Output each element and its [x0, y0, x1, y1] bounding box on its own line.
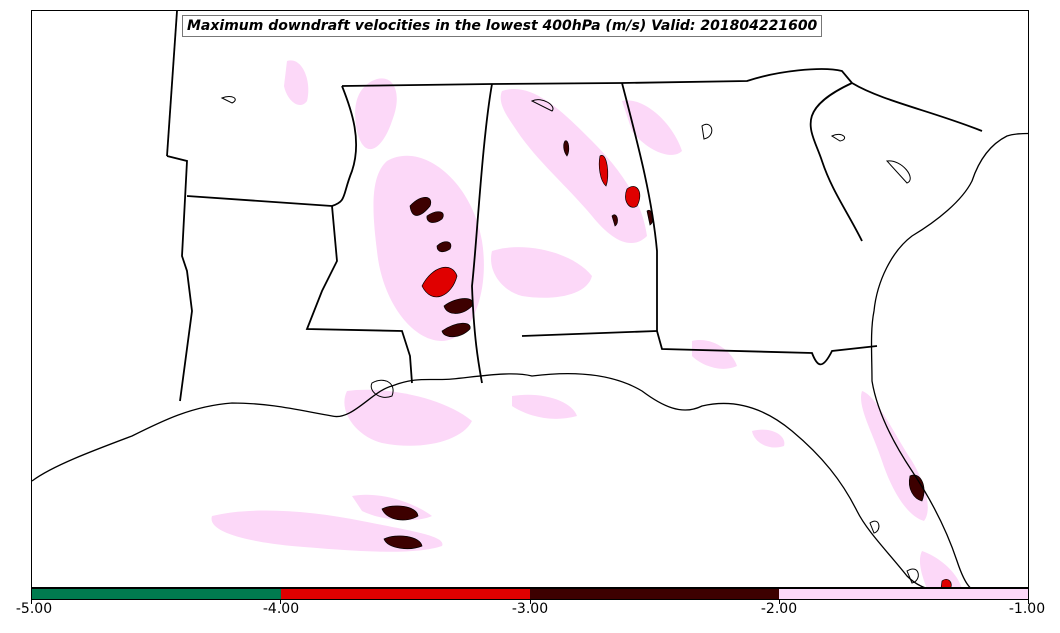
downdraft-core [625, 186, 641, 208]
state-borders [166, 11, 983, 402]
state-border [521, 330, 658, 337]
colorbar-label-max: -1.00 [1008, 601, 1046, 617]
downdraft-area [500, 89, 647, 244]
gulf-coastline [32, 132, 1028, 587]
map-title: Maximum downdraft velocities in the lowe… [182, 15, 823, 37]
colorbar [31, 588, 1029, 600]
downdraft-area [284, 60, 309, 106]
state-border [331, 85, 358, 207]
colorbar-label: -2.00 [760, 601, 798, 617]
map-frame [31, 10, 1029, 588]
state-border [851, 82, 983, 132]
state-border [471, 83, 493, 384]
lake-outline [701, 123, 713, 140]
downdraft-area [211, 510, 443, 552]
downdraft-core [908, 474, 925, 502]
downdraft-core [426, 211, 444, 223]
state-border [809, 82, 863, 242]
state-border [491, 82, 623, 85]
downdraft-strong-cores [381, 140, 952, 587]
colorbar-segment-4 [779, 589, 1028, 599]
state-border [621, 82, 658, 331]
downdraft-area [355, 78, 397, 150]
lake-outline [220, 96, 236, 104]
downdraft-area [752, 429, 785, 448]
downdraft-area [692, 340, 737, 369]
downdraft-core [383, 535, 423, 549]
downdraft-area [919, 551, 962, 587]
downdraft-core [441, 322, 471, 338]
downdraft-area [622, 100, 682, 155]
downdraft-core [436, 241, 452, 253]
colorbar-segment-3 [530, 589, 779, 599]
downdraft-area [491, 247, 592, 298]
downdraft-core [421, 266, 458, 298]
downdraft-area [373, 155, 484, 341]
downdraft-area [861, 391, 928, 521]
state-border [341, 83, 493, 87]
small-lakes [220, 96, 919, 584]
state-border [166, 11, 178, 157]
lake-outline [869, 520, 880, 534]
state-border [166, 155, 193, 402]
lake-outline [530, 99, 554, 112]
lake-outline [370, 379, 394, 398]
map-canvas [32, 11, 1028, 587]
colorbar-label: -3.00 [511, 601, 549, 617]
colorbar-tick [779, 600, 780, 604]
downdraft-core [443, 298, 474, 314]
colorbar-segment-2 [281, 589, 530, 599]
downdraft-area [512, 394, 577, 419]
state-border [621, 68, 853, 84]
lake-outline [885, 160, 911, 184]
downdraft-core [381, 505, 419, 521]
colorbar-tick [31, 600, 32, 604]
state-border [305, 205, 413, 384]
colorbar-tick [1028, 600, 1029, 604]
downdraft-core [563, 140, 570, 157]
colorbar-label: -4.00 [262, 601, 300, 617]
downdraft-area [344, 389, 472, 446]
downdraft-core [598, 155, 609, 187]
state-border [186, 195, 333, 207]
downdraft-core [409, 197, 432, 216]
lake-outline [906, 568, 919, 584]
downdraft-light-areas [211, 60, 962, 587]
downdraft-core [940, 578, 952, 587]
lake-outline [830, 133, 845, 142]
colorbar-tick [280, 600, 281, 604]
colorbar-segment-1 [32, 589, 281, 599]
state-border [656, 330, 878, 366]
downdraft-core [611, 214, 618, 227]
colorbar-tick [530, 600, 531, 604]
colorbar-label-min: -5.00 [15, 601, 53, 617]
